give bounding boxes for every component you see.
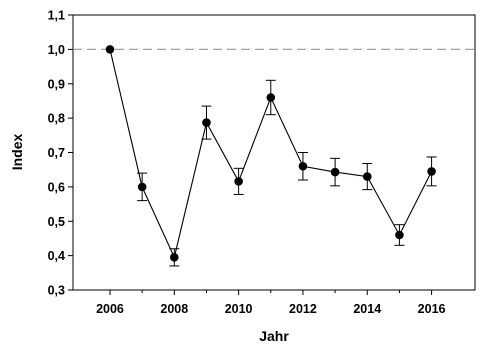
x-tick-label: 2016 [418,302,446,316]
y-tick-label: 0,6 [48,180,65,194]
data-point [105,45,115,54]
data-point [202,118,211,127]
data-point [137,182,147,192]
y-tick-label: 1,0 [48,43,65,57]
x-tick-label: 2008 [160,302,188,316]
data-point [330,167,340,177]
y-axis: 0,3 0,4 0,5 0,6 0,7 0,8 0,9 1,0 1,1 [48,9,73,298]
data-point [266,93,276,102]
y-tick-label: 1,1 [48,9,65,23]
x-tick-label: 2012 [289,302,317,316]
y-tick-label: 0,5 [48,215,65,229]
data-point [395,230,404,240]
plot-frame [72,14,476,291]
y-axis-title: Index [9,134,25,171]
y-tick-label: 0,8 [48,112,65,126]
y-tick-label: 0,4 [48,249,65,263]
x-tick-label: 2014 [353,302,381,316]
data-point [362,172,372,181]
y-tick-label: 0,9 [48,77,65,91]
x-tick-label: 2010 [225,302,253,316]
data-point [298,161,308,171]
x-tick-label: 2006 [96,302,124,316]
error-bars [137,79,437,267]
x-axis-title: Jahr [259,328,289,344]
x-axis: 2006 2008 2010 2012 2014 2016 [96,290,446,316]
y-tick-label: 0,7 [48,146,65,160]
y-tick-label: 0,3 [48,284,65,298]
data-point [170,253,179,262]
data-points [105,45,436,262]
data-point [427,167,436,176]
data-point [234,177,243,186]
